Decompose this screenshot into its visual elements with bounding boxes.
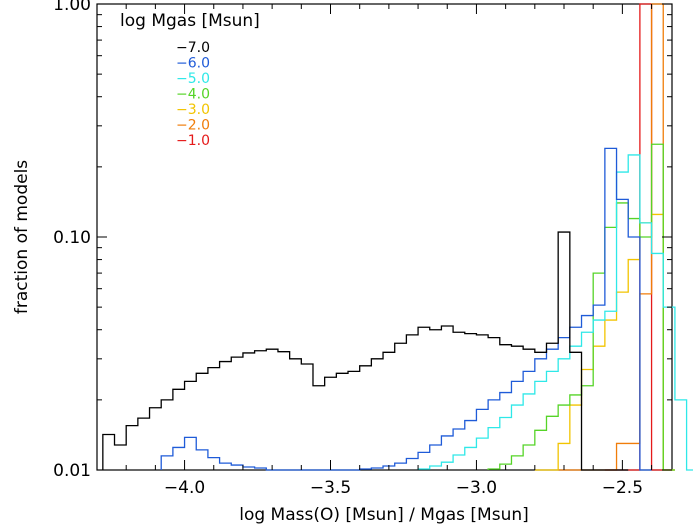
legend-entry: −5.0: [176, 71, 210, 87]
legend-entry: −7.0: [176, 40, 210, 56]
legend-entry: −4.0: [176, 87, 210, 103]
x-tick-label: −3.0: [456, 478, 497, 498]
y-axis-title: fraction of models: [12, 160, 32, 314]
y-tick-label: 0.01: [53, 461, 91, 481]
legend-entry: −6.0: [176, 56, 210, 72]
legend-title: log Mgas [Msun]: [120, 11, 260, 31]
series-layer: [102, 3, 693, 471]
legend-entry: −3.0: [176, 102, 210, 118]
y-tick-label: 0.10: [53, 228, 91, 248]
series-line: [160, 147, 652, 471]
legend-entry: −1.0: [176, 133, 210, 149]
y-tick-label: 1.00: [53, 0, 91, 15]
series-line: [102, 231, 629, 471]
legend-entries: −7.0−6.0−5.0−4.0−3.0−2.0−1.0: [176, 40, 210, 149]
x-axis-title: log Mass(O) [Msun] / Mgas [Msun]: [239, 505, 529, 525]
x-tick-label: −3.5: [310, 478, 351, 498]
x-tick-label: −2.5: [602, 478, 643, 498]
series-line: [417, 154, 693, 471]
legend-entry: −2.0: [176, 118, 210, 134]
legend: log Mgas [Msun] −7.0−6.0−5.0−4.0−3.0−2.0…: [120, 11, 260, 149]
axis-layer: −4.0 −3.5 −3.0 −2.5 0.01 0.10 1.00: [53, 0, 672, 498]
x-tick-label: −4.0: [164, 478, 205, 498]
